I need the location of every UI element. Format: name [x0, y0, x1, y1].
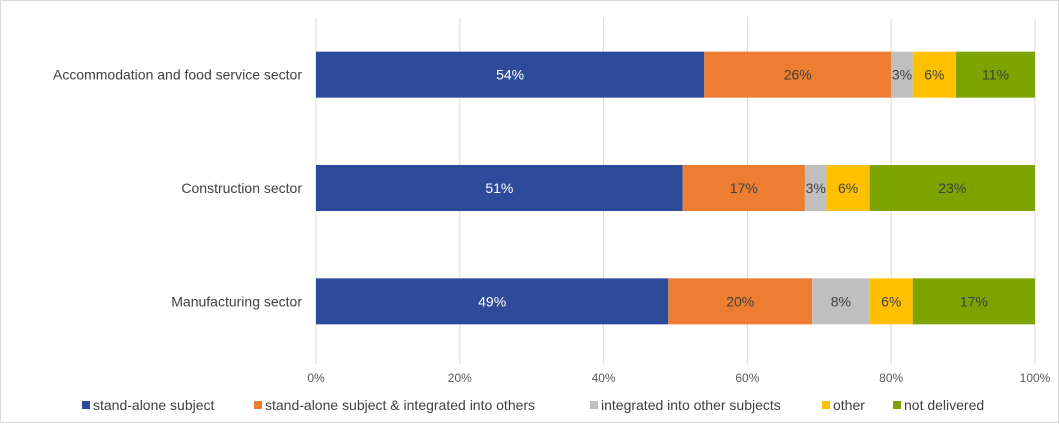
data-label: 23% [938, 180, 966, 196]
legend-swatch [82, 401, 90, 409]
category-label: Manufacturing sector [171, 293, 302, 309]
bar-segment [869, 278, 913, 325]
category-label: Accommodation and food service sector [53, 67, 302, 83]
bar-segment [812, 278, 870, 325]
legend-swatch [822, 401, 830, 409]
legend-swatch [254, 401, 262, 409]
data-label: 6% [924, 67, 944, 83]
bar-segment [668, 278, 813, 325]
data-label: 51% [485, 180, 513, 196]
data-label: 54% [496, 67, 524, 83]
data-label: 20% [726, 293, 754, 309]
legend-swatch [893, 401, 901, 409]
legend-label: other [833, 397, 865, 413]
data-label: 49% [478, 293, 506, 309]
legend-label: stand-alone subject [93, 397, 215, 413]
data-label: 3% [892, 67, 912, 83]
x-tick-label: 100% [1020, 371, 1051, 385]
bar-segment [912, 51, 956, 98]
bar-segment [316, 51, 705, 98]
data-label: 26% [784, 67, 812, 83]
bar-segment [682, 165, 805, 211]
data-label: 17% [730, 180, 758, 196]
data-label: 11% [982, 67, 1009, 83]
legend-label: integrated into other subjects [601, 397, 781, 413]
bar-segment [804, 165, 827, 211]
legend-swatch [590, 401, 598, 409]
data-label: 6% [838, 180, 858, 196]
x-tick-label: 40% [592, 371, 616, 385]
data-label: 6% [881, 293, 901, 309]
bar-segment [869, 165, 1035, 211]
data-label: 8% [831, 293, 851, 309]
bar-segment [704, 51, 892, 98]
bar-segment [955, 51, 1035, 98]
x-tick-label: 60% [735, 371, 759, 385]
bar-segment [316, 278, 669, 325]
bar-segment [826, 165, 870, 211]
data-label: 17% [960, 293, 988, 309]
x-tick-label: 80% [879, 371, 903, 385]
bar-segment [891, 51, 913, 98]
data-label: 3% [806, 180, 826, 196]
legend-label: not delivered [904, 397, 984, 413]
x-tick-label: 0% [307, 371, 325, 385]
x-tick-label: 20% [448, 371, 472, 385]
category-label: Construction sector [181, 180, 302, 196]
bar-segment [912, 278, 1035, 325]
legend-label: stand-alone subject & integrated into ot… [265, 397, 535, 413]
bar-segment [316, 165, 683, 211]
